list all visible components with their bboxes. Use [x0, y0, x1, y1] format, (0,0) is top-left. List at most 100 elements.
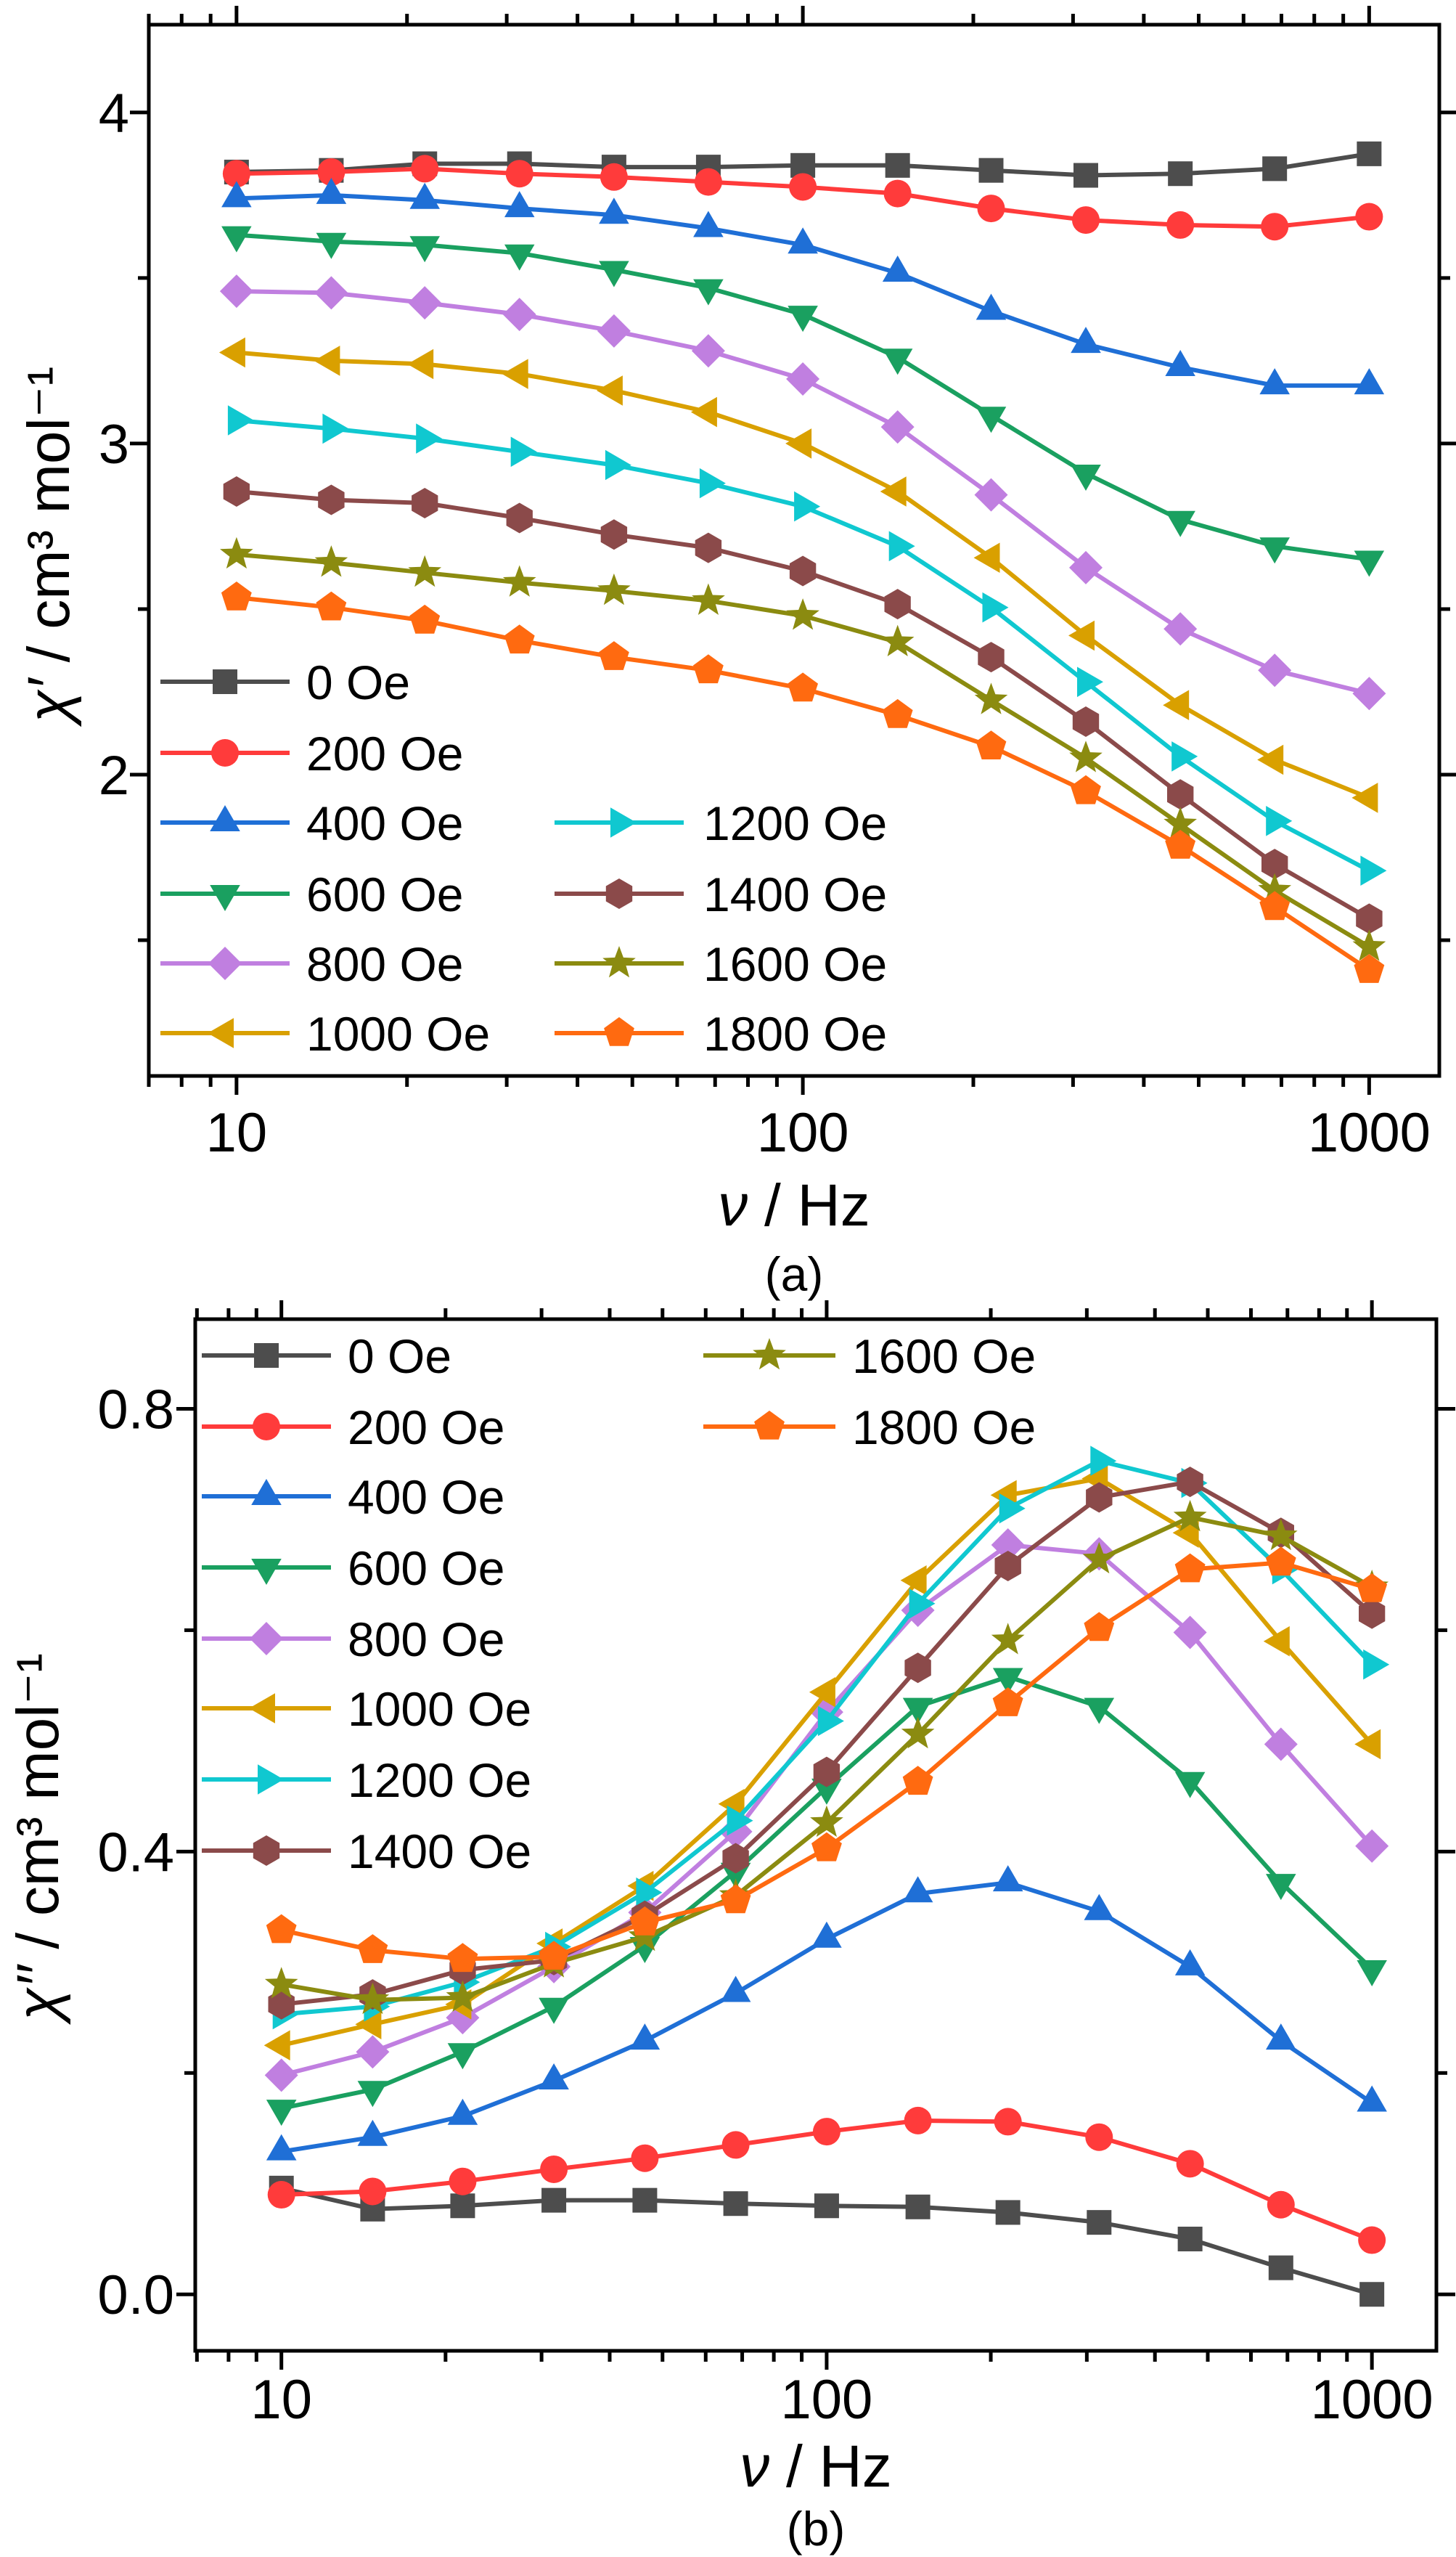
data-point [605, 449, 631, 481]
data-point [693, 211, 724, 237]
legend-entry: 400 Oe [160, 796, 464, 850]
legend-marker [213, 669, 237, 694]
data-point [510, 436, 537, 468]
data-point [991, 1623, 1025, 1655]
data-point [597, 314, 631, 348]
data-point [720, 1884, 751, 1914]
data-point [885, 152, 910, 178]
data-point [1077, 666, 1103, 698]
data-point [1259, 537, 1290, 564]
legend-entry: 200 Oe [202, 1400, 505, 1454]
legend-marker [253, 1835, 280, 1866]
y-axis-unit: / cm³ mol⁻¹ [16, 367, 82, 679]
data-point [221, 181, 252, 208]
legend-marker [249, 1693, 275, 1724]
data-point [359, 2177, 387, 2206]
legend-entry: 1200 Oe [555, 796, 887, 850]
legend-label: 600 Oe [306, 868, 464, 921]
data-point [629, 1906, 660, 1936]
y-axis-label: χ′′ / cm³ mol⁻¹ [5, 1653, 71, 2025]
data-point [314, 276, 348, 310]
data-point [356, 2035, 390, 2069]
legend-marker [210, 805, 240, 831]
data-point [1073, 163, 1098, 188]
data-point [1174, 1771, 1206, 1798]
data-point [978, 642, 1005, 673]
data-point [1165, 510, 1195, 537]
legend-marker [754, 1411, 785, 1440]
plot-frame [193, 1317, 1439, 2353]
data-point [314, 545, 348, 577]
data-point [994, 2108, 1022, 2136]
data-point [599, 641, 629, 670]
data-point [904, 2106, 932, 2134]
legend-entry: 1000 Oe [160, 1007, 490, 1061]
data-point [694, 168, 722, 196]
data-point [504, 244, 535, 271]
data-point [1082, 1541, 1116, 1574]
x-tick-label: 10 [206, 1102, 268, 1164]
data-point [357, 2081, 388, 2108]
data-point [788, 227, 818, 254]
legend-entry: 0 Oe [160, 656, 410, 709]
x-axis-unit: / Hz [769, 2434, 892, 2500]
data-point [1357, 141, 1382, 166]
series-800-oe [219, 274, 1386, 711]
data-point [1263, 1626, 1290, 1657]
x-tick-label: 1000 [1311, 2369, 1433, 2431]
legend-label: 1000 Oe [348, 1682, 531, 1736]
data-point [408, 555, 442, 587]
x-axis-symbol: ν [718, 1173, 748, 1239]
data-point [974, 682, 1008, 714]
data-point [1359, 1598, 1386, 1629]
legend-label: 800 Oe [306, 937, 464, 991]
legend-marker [251, 1479, 282, 1505]
data-point [1258, 873, 1291, 905]
data-point [1071, 465, 1101, 491]
x-tick-label: 100 [757, 1102, 849, 1164]
legend-label: 1800 Oe [703, 1007, 887, 1061]
data-point [316, 177, 347, 204]
series-200-oe [222, 155, 1383, 241]
data-point [789, 173, 817, 201]
data-point [693, 279, 724, 306]
data-point [539, 1941, 569, 1970]
data-point [506, 502, 533, 534]
y-tick-label: 0.4 [97, 1822, 174, 1883]
data-point [1352, 929, 1386, 961]
data-point [1069, 741, 1103, 772]
data-point [411, 155, 439, 183]
legend-label: 0 Oe [306, 656, 410, 709]
legend-entry: 1600 Oe [703, 1329, 1036, 1383]
data-point [817, 1705, 844, 1737]
legend-marker [211, 739, 239, 767]
data-point [446, 1980, 480, 2012]
y-axis-label: χ′ / cm³ mol⁻¹ [16, 367, 82, 727]
legend-marker [253, 1413, 280, 1440]
data-point [447, 2098, 478, 2125]
data-point [880, 624, 915, 656]
data-point [1258, 653, 1292, 688]
data-point [1168, 161, 1193, 187]
data-point [1363, 1649, 1390, 1680]
data-point [505, 160, 533, 188]
data-point [220, 537, 253, 569]
data-point [219, 274, 253, 309]
data-point [691, 334, 725, 368]
data-point [883, 179, 912, 208]
legend-entry: 1800 Oe [703, 1400, 1036, 1454]
data-point [450, 2193, 475, 2219]
data-point [504, 191, 535, 218]
data-point [1173, 1499, 1207, 1532]
data-point [991, 1528, 1025, 1562]
data-point [1084, 1697, 1115, 1724]
data-point [222, 160, 250, 188]
data-point [223, 476, 250, 507]
series-1600-oe [220, 537, 1386, 961]
data-point [976, 730, 1007, 759]
data-point [1355, 1829, 1389, 1863]
data-point [1264, 1518, 1298, 1551]
data-point [356, 1982, 390, 2015]
series-1200-oe [227, 405, 1387, 886]
data-point [318, 484, 345, 515]
